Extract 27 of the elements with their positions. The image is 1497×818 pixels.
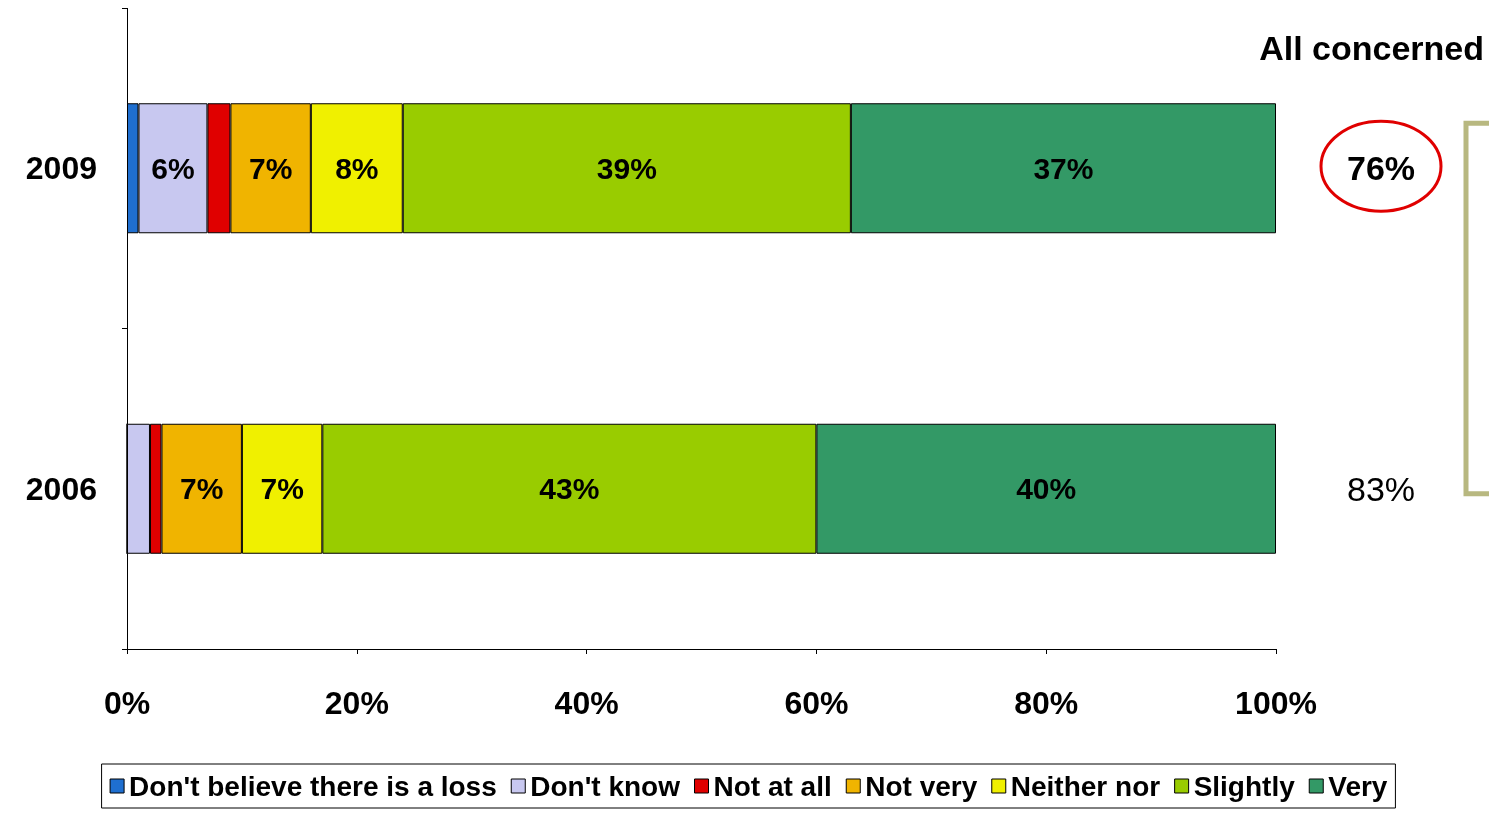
data-label: 43%	[539, 472, 600, 506]
legend-label: Not very	[865, 770, 978, 802]
data-label: 37%	[1033, 151, 1094, 185]
legend-label: Slightly	[1193, 770, 1296, 802]
data-label: 7%	[260, 472, 304, 506]
text: 83%	[1346, 469, 1416, 508]
text: 76%	[1346, 149, 1416, 188]
legend-label: Neither nor	[1010, 770, 1161, 802]
x-tick-label: 0%	[103, 685, 151, 721]
x-tick-label: 80%	[1014, 685, 1079, 721]
x-tick-label: 100%	[1235, 685, 1317, 721]
legend-label: Very	[1328, 770, 1388, 802]
y-tick-label: 2009	[25, 150, 97, 187]
data-label: 40%	[1016, 472, 1077, 506]
data-label: 8%	[335, 151, 379, 185]
data-label: 39%	[596, 151, 657, 185]
x-tick-label: 60%	[784, 685, 849, 721]
data-label: 7%	[248, 151, 293, 185]
legend-label: Not at all	[713, 770, 832, 802]
x-tick-label: 20%	[324, 685, 389, 721]
data-label: 7%	[180, 472, 224, 506]
y-tick-label: 2006	[25, 470, 97, 507]
text: All concerned	[1259, 29, 1485, 67]
legend-label: Don't know	[530, 770, 681, 802]
x-tick-label: 40%	[554, 685, 619, 721]
legend-label: Don't believe there is a loss	[129, 770, 497, 802]
data-label: 6%	[151, 151, 195, 185]
